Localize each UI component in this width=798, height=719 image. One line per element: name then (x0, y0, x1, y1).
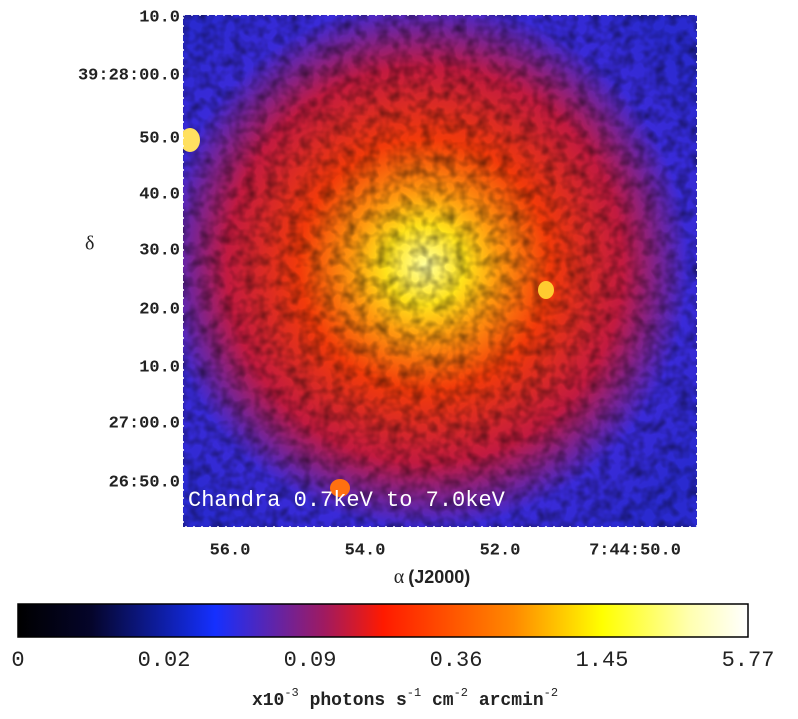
y-tick-label: 27:00.0 (109, 414, 180, 433)
colorbar-tick-label: 1.45 (576, 648, 629, 673)
label-part: arcmin (468, 691, 544, 711)
y-tick-label: 40.0 (139, 185, 180, 204)
superscript: -2 (454, 686, 468, 700)
superscript: -3 (284, 686, 298, 700)
annotation: Chandra 0.7keV to 7.0keV (188, 488, 506, 513)
y-tick-label: 20.0 (139, 300, 180, 319)
colorbar-tick-label: 0.02 (138, 648, 191, 673)
label-part: photons s (299, 691, 407, 711)
superscript: -2 (544, 686, 558, 700)
y-axis-label: δ (85, 233, 94, 255)
y-tick-label: 30.0 (139, 241, 180, 260)
x-tick-label: 54.0 (345, 541, 386, 560)
y-tick-label: 26:50.0 (109, 473, 180, 492)
x-axis-label: α (J2000) (394, 566, 471, 588)
colorbar-tick-label: 0.36 (430, 648, 483, 673)
label-part: cm (421, 691, 454, 711)
frame (182, 14, 698, 528)
colorbar (17, 603, 749, 638)
y-tick-label: 39:28:00.0 (78, 66, 180, 85)
colorbar-tick-label: 0.09 (284, 648, 337, 673)
x-ray-image (183, 15, 697, 527)
y-tick-label: 10.0 (139, 358, 180, 377)
colorbar-label: x10-3 photons s-1 cm-2 arcmin-2 (252, 686, 558, 711)
colorbar-tick-label: 0 (11, 648, 24, 673)
x-tick-label: 7:44:50.0 (589, 541, 681, 560)
y-tick-label: 10.0 (139, 8, 180, 27)
x-tick-label: 56.0 (210, 541, 251, 560)
x-tick-label: 52.0 (480, 541, 521, 560)
superscript: -1 (407, 686, 421, 700)
colorbar-tick-label: 5.77 (722, 648, 775, 673)
label-part: x10 (252, 691, 284, 711)
y-tick-label: 50.0 (139, 129, 180, 148)
